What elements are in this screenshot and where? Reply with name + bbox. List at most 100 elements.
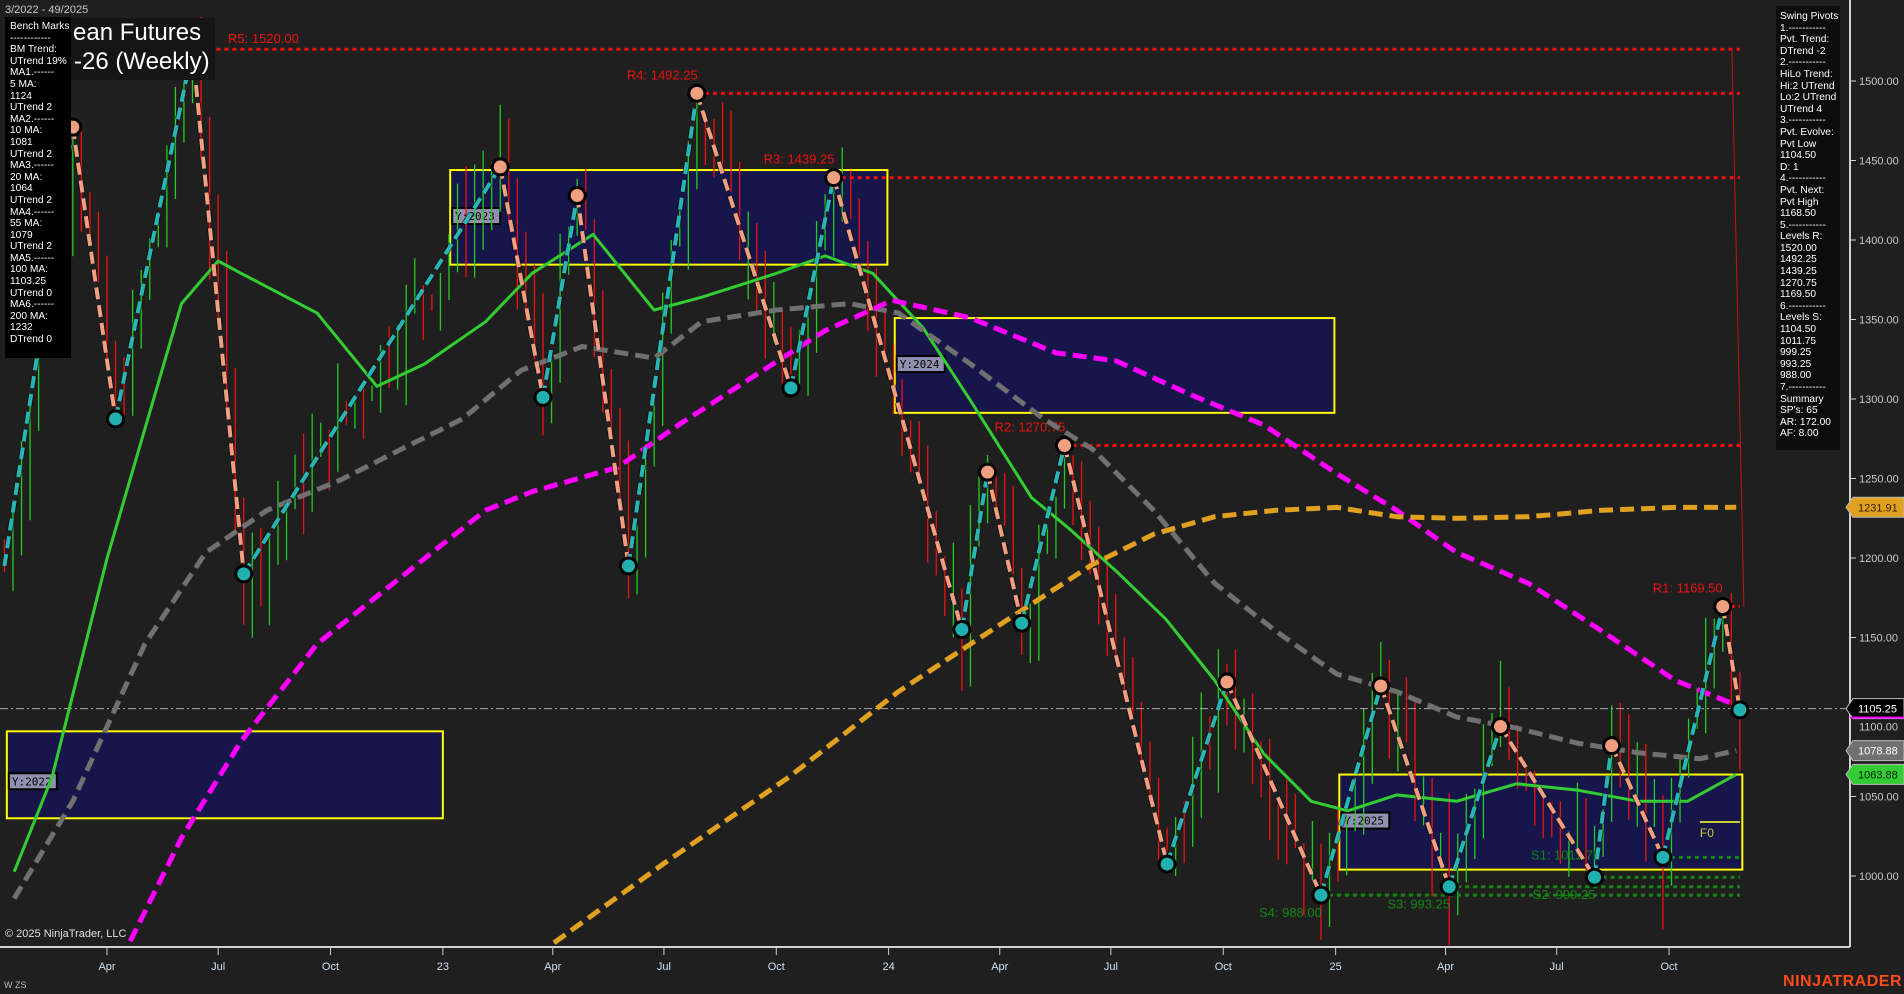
bench-mark-line: 200 MA: [10, 310, 48, 322]
year-box [893, 317, 1336, 414]
f0-label: F0 [1700, 826, 1714, 840]
swing-pivot-line: 1011.75 [1780, 335, 1817, 347]
price-tag-label: 1078.88 [1858, 746, 1898, 758]
moving-averages [12, 232, 1747, 945]
pivot-low-marker [781, 378, 801, 398]
zigzag-leg [575, 195, 631, 567]
pivot-high-marker [978, 462, 998, 482]
support-label: S3: 993.25 [1387, 897, 1450, 912]
swing-pivot-line: 988.00 [1780, 370, 1812, 382]
swing-pivot-line: 1439.25 [1780, 266, 1817, 278]
bench-mark-line: UTrend 0 [10, 287, 53, 299]
zigzag-leg [1660, 606, 1725, 858]
x-tick-label: 25 [1330, 961, 1342, 973]
swing-pivot-line: UTrend 4 [1780, 103, 1823, 115]
pivot-high-marker [1491, 717, 1511, 737]
bench-marks-panel: Bench Marks ------------ BM Trend: UTrend 1… [5, 17, 71, 358]
y-tick-label: 1300.00 [1859, 394, 1899, 406]
moving-average-line [127, 297, 1747, 943]
zigzag-leg [190, 49, 246, 575]
swing-pivot-line: 7.----------- [1780, 382, 1826, 393]
bench-mark-line: 1232 [10, 322, 33, 334]
resistance-label: R5: 1520.00 [228, 31, 299, 46]
y-tick-label: 1350.00 [1859, 315, 1899, 327]
bench-mark-line: 1103.25 [10, 276, 47, 288]
swing-pivot-line: Pvt Low [1780, 138, 1817, 150]
swing-pivot-line: DTrend -2 [1780, 45, 1826, 57]
bench-mark-line: Bench Marks [10, 21, 70, 32]
pivot-low-marker [1311, 885, 1331, 905]
y-tick-label: 1450.00 [1859, 156, 1899, 168]
bench-mark-line: 10 MA: [10, 125, 43, 137]
y-tick-label: 1400.00 [1859, 235, 1899, 247]
x-tick-label: Oct [768, 961, 785, 973]
zigzag-leg [113, 48, 195, 420]
pivot-low-marker [234, 564, 254, 584]
pivot-low-marker [952, 620, 972, 640]
swing-pivot-line: SP's: 65 [1780, 405, 1818, 417]
pivot-low-marker [618, 556, 638, 576]
swing-pivot-line: 6.----------- [1780, 300, 1826, 312]
y-tick-label: 1100.00 [1859, 722, 1898, 734]
support-label: S1: 1011.75 [1531, 847, 1600, 862]
x-tick-label: Jul [1104, 961, 1118, 973]
bench-mark-line: 20 MA: [10, 171, 43, 183]
x-tick-label: Apr [991, 961, 1008, 973]
year-box [449, 169, 889, 266]
swing-pivot-line: D: 1 [1780, 161, 1799, 173]
pivot-high-marker [1217, 672, 1237, 692]
zigzag-leg [70, 126, 118, 420]
zigzag-leg [1319, 685, 1383, 896]
resistance-connector [1731, 49, 1745, 607]
swing-pivot-line: Levels R: [1780, 231, 1823, 243]
y-tick-label: 1150.00 [1859, 633, 1898, 645]
bench-mark-line: UTrend 2 [10, 194, 53, 206]
swing-pivot-line: Lo:2 UTrend [1780, 92, 1837, 104]
x-tick-label: 24 [883, 961, 895, 973]
ninjatrader-logo: NINJATRADER [1783, 973, 1902, 990]
title-line-2: -26 (Weekly) [74, 48, 210, 75]
x-tick-label: 23 [437, 961, 449, 973]
x-tick-label: Apr [544, 961, 561, 973]
price-tag [1845, 496, 1904, 518]
swing-pivot-line: 1.----------- [1780, 22, 1826, 34]
pivot-low-marker [533, 387, 553, 407]
pivot-high-marker [824, 168, 844, 188]
bench-mark-line: MA4.------ [10, 206, 55, 218]
pivot-low-marker [1585, 867, 1605, 887]
bench-mark-line: ------------ [10, 32, 51, 44]
pivot-low-marker [1653, 847, 1673, 867]
swing-pivot-line: 1169.50 [1780, 289, 1817, 301]
y-tick-label: 1200.00 [1859, 553, 1899, 565]
axes: Apr Jul Oct 23 Apr Jul Oct 24 Apr Jul Oct 25 Apr Jul O… [0, 0, 1904, 973]
resistance-label: R4: 1492.25 [627, 67, 698, 82]
swing-pivot-line: Swing Pivots [1780, 11, 1839, 22]
instrument-code: W ZS [4, 980, 27, 990]
y-tick-label: 1500.00 [1859, 76, 1899, 88]
swing-pivot-line: AR: 172.00 [1780, 416, 1831, 428]
bench-mark-line: UTrend 2 [10, 241, 53, 253]
bench-mark-line: MA2.------ [10, 113, 55, 125]
bench-mark-line: MA1.------ [10, 67, 55, 79]
pivot-high-marker [1602, 736, 1622, 756]
zigzag-leg [242, 165, 502, 575]
swing-pivot-line: 5.----------- [1780, 219, 1826, 231]
support-label: S2: 999.25 [1533, 887, 1596, 902]
bench-mark-line: UTrend 2 [10, 102, 53, 114]
swing-pivot-line: 1492.25 [1780, 254, 1817, 266]
bench-mark-line: 1064 [10, 183, 33, 195]
x-tick-label: Oct [1215, 961, 1232, 973]
zigzag-leg [985, 471, 1024, 624]
y-tick-label: 1050.00 [1859, 792, 1899, 804]
x-tick-label: Jul [211, 961, 225, 973]
bench-mark-line: BM Trend: [10, 44, 57, 56]
bench-mark-line: 55 MA: [10, 218, 43, 230]
bench-mark-line: MA3.------ [10, 160, 55, 172]
x-tick-label: Jul [657, 961, 671, 973]
zigzag-leg [1165, 681, 1229, 865]
bench-mark-line: MA6.------ [10, 299, 55, 311]
bench-mark-line: DTrend 0 [10, 334, 53, 346]
